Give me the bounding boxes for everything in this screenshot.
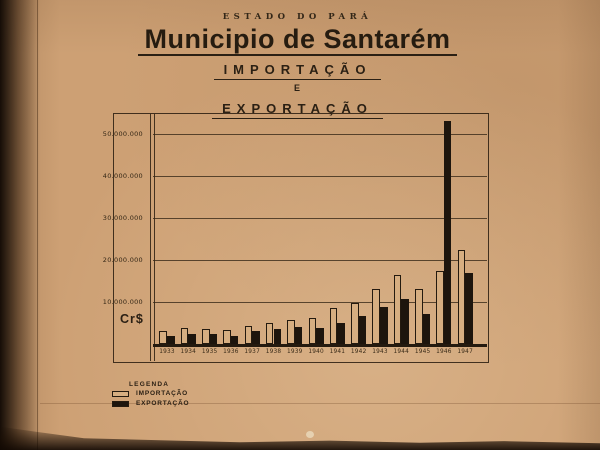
year-label: 1944 [393, 349, 410, 355]
bar-exportacao-1937 [252, 331, 260, 344]
y-tick-label: 10.000.000 [102, 298, 143, 306]
page-left-shadow [0, 0, 40, 450]
x-axis-baseline [153, 344, 487, 347]
year-label: 1940 [308, 349, 324, 355]
bar-exportacao-1933 [167, 335, 175, 344]
year-label: 1937 [244, 349, 260, 355]
year-label: 1946 [436, 349, 452, 355]
bar-exportacao-1947 [465, 273, 473, 344]
bar-exportacao-1943 [380, 307, 388, 344]
year-label: 1942 [350, 349, 367, 355]
bar-exportacao-1938 [273, 328, 282, 344]
bar-importacao-1944 [393, 274, 402, 344]
state-kicker: ESTADO DO PARÁ [222, 12, 373, 22]
bar-exportacao-1934 [188, 334, 196, 344]
subtitle-importacao: IMPORTAÇÃO [213, 62, 382, 81]
legend-title: LEGENDA [129, 381, 170, 388]
bar-importacao-1943 [372, 289, 380, 344]
bar-exportacao-1946 [443, 121, 452, 344]
y-tick-label: 20.000.000 [102, 256, 143, 264]
legend-swatch-filled [112, 400, 129, 407]
page-title: Municipio de Santarém [138, 25, 457, 57]
bar-exportacao-1940 [316, 327, 324, 344]
gridline [153, 134, 487, 135]
bar-importacao-1935 [202, 328, 210, 344]
bar-exportacao-1935 [209, 333, 218, 344]
year-label: 1934 [180, 349, 197, 355]
bar-importacao-1938 [265, 323, 274, 344]
currency-label: Cr$ [120, 312, 144, 326]
paper-crease [40, 403, 600, 404]
gridline [153, 260, 487, 261]
subtitle-exportacao: EXPORTAÇÃO [212, 101, 383, 120]
y-tick-label: 30.000.000 [102, 214, 143, 222]
gridline [153, 302, 487, 303]
subtitle-conjunction: E [293, 83, 301, 94]
legend-item: IMPORTAÇÃO [112, 390, 189, 397]
bar-exportacao-1945 [422, 313, 431, 344]
year-label: 1945 [414, 349, 431, 355]
bar-importacao-1942 [351, 302, 359, 344]
gridline [153, 218, 487, 219]
year-label: 1939 [287, 349, 303, 355]
year-label: 1933 [159, 349, 175, 355]
y-axis-separator [150, 114, 155, 361]
year-label: 1947 [457, 349, 473, 355]
bar-importacao-1940 [308, 317, 317, 344]
legend-swatch-outline [112, 390, 129, 397]
bar-exportacao-1936 [230, 335, 239, 344]
bar-importacao-1937 [244, 325, 253, 344]
bar-exportacao-1944 [401, 298, 409, 344]
legend-rows: IMPORTAÇÃO EXPORTAÇÃO [112, 390, 189, 407]
y-tick-label: 50.000.000 [102, 130, 143, 138]
y-tick-label: 40.000.000 [102, 172, 143, 180]
legend-item: EXPORTAÇÃO [112, 400, 189, 407]
year-label: 1943 [372, 349, 388, 355]
page-fold-line [37, 0, 38, 450]
bar-importacao-1947 [457, 249, 466, 344]
legend-label: EXPORTAÇÃO [136, 400, 190, 407]
year-label: 1935 [201, 349, 218, 355]
paper-speck [306, 431, 314, 438]
bar-exportacao-1942 [358, 316, 367, 344]
year-label: 1941 [329, 349, 346, 355]
bar-importacao-1941 [329, 307, 338, 344]
bar-importacao-1945 [415, 288, 423, 344]
bar-importacao-1939 [287, 319, 295, 344]
bar-importacao-1934 [180, 328, 189, 344]
bar-importacao-1946 [436, 270, 444, 344]
year-label: 1938 [265, 349, 282, 355]
legend-label: IMPORTAÇÃO [136, 390, 188, 397]
gridline [153, 176, 487, 177]
chart-legend: LEGENDA IMPORTAÇÃO EXPORTAÇÃO [112, 381, 189, 410]
bar-chart: 50.000.000 40.000.000 30.000.000 20.000.000… [103, 113, 489, 363]
year-label: 1936 [223, 349, 239, 355]
bar-importacao-1933 [159, 331, 167, 344]
bar-importacao-1936 [223, 329, 231, 344]
chart-header: ESTADO DO PARÁ Municipio de Santarém IMP… [95, 12, 500, 120]
bar-exportacao-1941 [337, 323, 345, 344]
bar-exportacao-1939 [294, 327, 303, 344]
